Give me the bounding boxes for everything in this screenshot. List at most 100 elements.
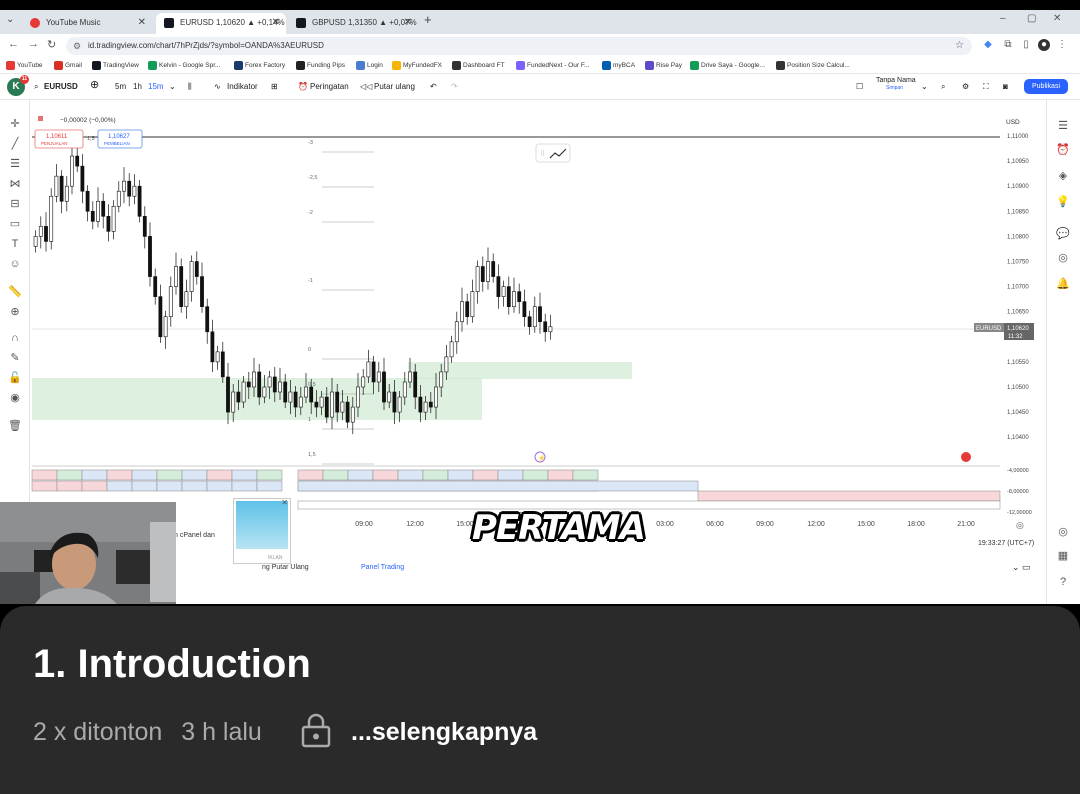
browser-tab-gbpusd[interactable]: GBPUSD 1,31350 ▲ +0,07% Ta ✕	[288, 13, 418, 34]
video-player[interactable]: ⌄ YouTube Music ✕ EURUSD 1,10620 ▲ +0,14…	[0, 10, 1080, 604]
snapshot-camera-icon[interactable]: ◙	[1003, 82, 1008, 91]
new-tab-button[interactable]: +	[424, 12, 432, 27]
stay-drawing-icon[interactable]: ✎	[10, 352, 20, 364]
timeframe-1h[interactable]: 1h	[133, 82, 142, 91]
quick-search-icon[interactable]: ⌕	[941, 82, 946, 91]
restore-icon[interactable]: ▢	[1027, 13, 1037, 24]
layout-dropdown-icon[interactable]: ⌄	[921, 82, 928, 91]
chat-icon[interactable]: 💬	[1056, 228, 1070, 240]
templates-icon[interactable]: ⊞	[271, 82, 278, 91]
buy-button[interactable]	[97, 129, 143, 149]
ad-banner[interactable]: IKLAN ✕	[233, 498, 291, 564]
indicators-button[interactable]: Indikator	[227, 82, 258, 91]
zoom-in-icon[interactable]: ⊕	[10, 306, 20, 318]
timeframe-15m[interactable]: 15m	[148, 82, 164, 91]
trading-panel-tab[interactable]: Panel Trading	[361, 564, 405, 571]
calendar-icon[interactable]: ▦	[1057, 550, 1069, 562]
economic-event-icon[interactable]	[534, 451, 546, 463]
bookmark-item[interactable]: Login	[356, 60, 383, 71]
browser-tab-eurusd[interactable]: EURUSD 1,10620 ▲ +0,14% Ta ✕	[156, 13, 286, 34]
replay-button[interactable]: Putar ulang	[374, 82, 415, 91]
bookmark-item[interactable]: Gmail	[54, 60, 82, 71]
alert-button[interactable]: Peringatan	[310, 82, 349, 91]
trend-tool-icon[interactable]	[549, 148, 567, 159]
streams-icon[interactable]: ◎	[1058, 252, 1068, 264]
trash-icon[interactable]: 🗑	[8, 420, 22, 432]
undo-icon[interactable]: ↶	[430, 82, 437, 91]
sell-button[interactable]	[34, 129, 84, 149]
candle-type-icon[interactable]: ⫼	[188, 82, 192, 91]
extensions-icon[interactable]: ⧉	[1004, 39, 1012, 50]
profile-avatar-icon[interactable]: ●	[1038, 39, 1050, 51]
sidebar-icon[interactable]: ▯	[1023, 39, 1029, 50]
video-description-sheet[interactable]: 1. Introduction 2 x ditonton 3 h lalu ..…	[0, 606, 1080, 794]
publish-button[interactable]: Publikasi	[1024, 79, 1068, 94]
target-icon[interactable]: ◎	[1058, 526, 1068, 538]
show-more-link[interactable]: ...selengkapnya	[351, 718, 538, 746]
position-icon[interactable]: ⊟	[10, 198, 20, 210]
layout-save-label[interactable]: Simpan	[886, 85, 903, 91]
tab-search-icon[interactable]: ⌄	[6, 14, 15, 25]
menu-kebab-icon[interactable]: ⋮	[1057, 39, 1067, 50]
replay-tab[interactable]: ng Putar Ulang	[262, 564, 309, 571]
bookmark-item[interactable]: MyFundedFX	[392, 60, 442, 71]
ideas-bulb-icon[interactable]: 💡	[1056, 196, 1070, 208]
tv-profile-avatar[interactable]: K 11	[7, 75, 29, 96]
close-tab-icon[interactable]: ✕	[403, 17, 412, 28]
floating-drawing-toolbar[interactable]	[535, 143, 571, 163]
magnet-icon[interactable]: ∩	[11, 332, 19, 344]
price-chart[interactable]: -3 -2,5 -2 -1 0 0,5 1 1,5 1,11000 1,10950 1,10900…	[30, 100, 1046, 520]
pattern-icon[interactable]: ⋈	[9, 178, 21, 190]
reset-zoom-icon[interactable]: ◎	[1016, 520, 1024, 530]
text-tool-icon[interactable]: T	[11, 238, 19, 250]
lock-drawings-icon[interactable]: 🔓	[8, 372, 22, 384]
notifications-bell-icon[interactable]: 🔔	[1056, 278, 1070, 290]
bookmark-item[interactable]: myBCA	[602, 60, 635, 71]
site-info-icon[interactable]: ⚙	[73, 41, 82, 51]
bookmark-item[interactable]: FundedNext - Our F...	[516, 60, 590, 71]
back-icon[interactable]: ←	[8, 38, 19, 50]
bookmark-star-icon[interactable]: ☆	[955, 40, 964, 51]
fib-retracement-icon[interactable]: ☰	[10, 158, 20, 170]
ruler-icon[interactable]: 📏	[8, 286, 22, 298]
close-tab-icon[interactable]: ✕	[137, 17, 146, 28]
timeframe-dropdown-icon[interactable]: ⌄	[169, 82, 176, 91]
hide-drawings-icon[interactable]: ◉	[10, 392, 20, 404]
reload-icon[interactable]: ↻	[47, 39, 57, 51]
time-axis[interactable]: 09:00 12:00 15:00 3 03:00 06:00 09:00 12:00 15:0…	[298, 518, 1038, 532]
layout-checkbox-icon[interactable]: ☐	[856, 82, 864, 91]
bookmark-item[interactable]: Position Size Calcul...	[776, 60, 850, 71]
close-tab-icon[interactable]: ✕	[271, 17, 280, 28]
translate-icon[interactable]: ◆	[984, 39, 992, 50]
trendline-icon[interactable]: ╱	[11, 138, 19, 150]
settings-gear-icon[interactable]: ⚙	[962, 82, 970, 91]
emoji-icon[interactable]: ☺	[9, 258, 21, 270]
bookmark-item[interactable]: YouTube	[6, 60, 43, 71]
watchlist-icon[interactable]: ☰	[1058, 120, 1068, 132]
collapse-panel-icon[interactable]: ⌄ ▭	[1012, 562, 1031, 572]
help-icon[interactable]: ?	[1059, 576, 1067, 588]
crosshair-icon[interactable]: ✛	[10, 118, 20, 130]
alert-icon[interactable]: ⏰	[298, 82, 308, 91]
chart-clock[interactable]: 19:33:27 (UTC+7)	[978, 540, 1035, 547]
bookmark-item[interactable]: Drive Saya - Google...	[690, 60, 765, 71]
us-flag-event-icon[interactable]	[961, 452, 971, 462]
rectangle-icon[interactable]: ▭	[9, 218, 21, 230]
compare-symbol-icon[interactable]: ⊕	[90, 79, 100, 91]
minimize-icon[interactable]: –	[1000, 13, 1006, 24]
bookmark-item[interactable]: Kelvin - Google Spr...	[148, 60, 220, 71]
layers-icon[interactable]: ◈	[1058, 170, 1068, 182]
layout-name[interactable]: Tanpa Nama	[876, 77, 916, 84]
bookmark-item[interactable]: Funding Pips	[296, 60, 345, 71]
browser-tab-youtube-music[interactable]: YouTube Music ✕	[22, 13, 152, 34]
drag-handle-icon[interactable]: ⠿	[540, 150, 545, 158]
bookmark-item[interactable]: TradingView	[92, 60, 139, 71]
address-bar[interactable]: ⚙ id.tradingview.com/chart/7hPrZjds/?sym…	[66, 37, 972, 55]
fullscreen-icon[interactable]: ⛶	[983, 82, 989, 91]
symbol-search[interactable]: EURUSD	[44, 82, 78, 91]
bookmark-item[interactable]: Dashboard FT	[452, 60, 505, 71]
close-ad-icon[interactable]: ✕	[281, 498, 288, 507]
indicators-icon[interactable]: ∿	[214, 82, 221, 91]
forward-icon[interactable]: →	[28, 38, 39, 50]
symbol-search-icon[interactable]: ⌕	[34, 82, 39, 91]
